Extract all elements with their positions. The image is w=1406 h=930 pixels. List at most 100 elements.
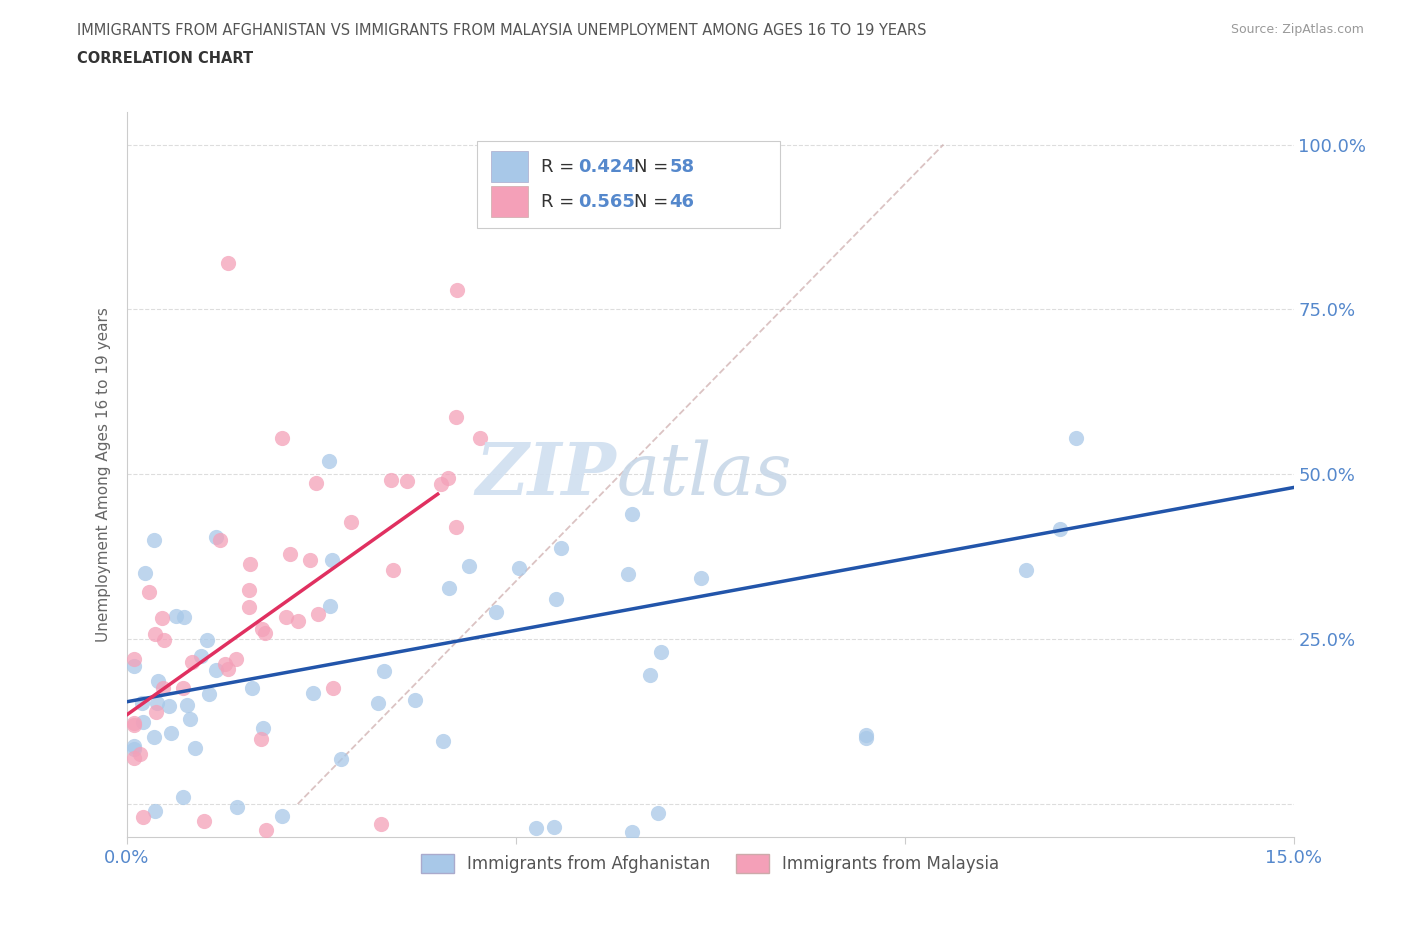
Point <box>146 696 169 711</box>
Point <box>143 804 166 818</box>
Text: 58: 58 <box>669 158 695 176</box>
Point <box>855 731 877 746</box>
Point <box>145 627 167 642</box>
FancyBboxPatch shape <box>491 152 529 182</box>
Point <box>124 751 146 765</box>
Text: N =: N = <box>634 193 673 210</box>
Point <box>280 547 302 562</box>
Point <box>254 625 277 640</box>
Point <box>176 698 198 712</box>
Point <box>250 621 273 636</box>
Point <box>239 556 262 571</box>
Point <box>124 738 146 753</box>
Point <box>146 673 169 688</box>
Text: IMMIGRANTS FROM AFGHANISTAN VS IMMIGRANTS FROM MALAYSIA UNEMPLOYMENT AMONG AGES : IMMIGRANTS FROM AFGHANISTAN VS IMMIGRANT… <box>77 23 927 38</box>
FancyBboxPatch shape <box>491 186 529 217</box>
Point <box>190 648 212 663</box>
Point <box>195 633 218 648</box>
Point <box>640 667 662 682</box>
Point <box>172 681 194 696</box>
Point <box>432 734 454 749</box>
Point <box>124 715 146 730</box>
Point <box>153 633 176 648</box>
Point <box>287 614 309 629</box>
Point <box>446 282 468 297</box>
Point <box>1049 521 1071 536</box>
Text: 0.565: 0.565 <box>578 193 636 210</box>
Point <box>132 810 155 825</box>
Point <box>238 583 260 598</box>
Point <box>1015 563 1038 578</box>
Point <box>373 663 395 678</box>
Point <box>647 806 669 821</box>
Point <box>468 430 491 445</box>
Point <box>302 686 325 701</box>
Point <box>524 820 547 835</box>
Text: 46: 46 <box>669 193 695 210</box>
Point <box>225 800 247 815</box>
Point <box>240 681 263 696</box>
Point <box>183 740 205 755</box>
Point <box>159 725 181 740</box>
Point <box>381 563 404 578</box>
Point <box>208 532 231 547</box>
Point <box>165 608 187 623</box>
Point <box>1064 431 1087 445</box>
Point <box>339 514 361 529</box>
Text: ZIP: ZIP <box>475 439 617 510</box>
Point <box>180 654 202 669</box>
Text: Source: ZipAtlas.com: Source: ZipAtlas.com <box>1230 23 1364 36</box>
Point <box>305 476 328 491</box>
Point <box>142 533 165 548</box>
Point <box>254 823 277 838</box>
Point <box>457 558 479 573</box>
Point <box>544 591 567 606</box>
Point <box>138 585 160 600</box>
Point <box>855 727 877 742</box>
Point <box>217 256 239 271</box>
Point <box>444 519 467 534</box>
Point <box>396 473 419 488</box>
Point <box>225 652 247 667</box>
Point <box>271 808 294 823</box>
Point <box>214 657 236 671</box>
Point <box>157 698 180 713</box>
Point <box>173 609 195 624</box>
Point <box>430 476 453 491</box>
Point <box>124 658 146 673</box>
Point <box>124 741 146 756</box>
Y-axis label: Unemployment Among Ages 16 to 19 years: Unemployment Among Ages 16 to 19 years <box>96 307 111 642</box>
Text: 0.424: 0.424 <box>578 158 636 176</box>
Point <box>271 431 294 445</box>
Point <box>484 604 506 619</box>
Point <box>307 607 329 622</box>
Point <box>238 600 260 615</box>
Point <box>318 454 340 469</box>
Point <box>134 565 156 580</box>
Point <box>131 696 153 711</box>
Text: atlas: atlas <box>617 439 792 510</box>
Point <box>172 790 194 804</box>
Point <box>150 610 173 625</box>
Point <box>142 730 165 745</box>
Point <box>330 751 353 766</box>
Point <box>689 570 711 585</box>
Point <box>205 662 228 677</box>
Point <box>217 661 239 676</box>
Point <box>124 651 146 666</box>
Point <box>193 813 215 828</box>
Text: R =: R = <box>541 193 579 210</box>
Point <box>127 902 149 917</box>
Point <box>621 824 644 839</box>
Point <box>508 561 530 576</box>
Point <box>543 819 565 834</box>
Point <box>650 645 672 660</box>
Point <box>179 712 201 727</box>
Point <box>152 681 174 696</box>
Legend: Immigrants from Afghanistan, Immigrants from Malaysia: Immigrants from Afghanistan, Immigrants … <box>413 847 1007 880</box>
Point <box>437 581 460 596</box>
Point <box>274 609 297 624</box>
Point <box>367 695 389 710</box>
Text: CORRELATION CHART: CORRELATION CHART <box>77 51 253 66</box>
Point <box>322 680 344 695</box>
